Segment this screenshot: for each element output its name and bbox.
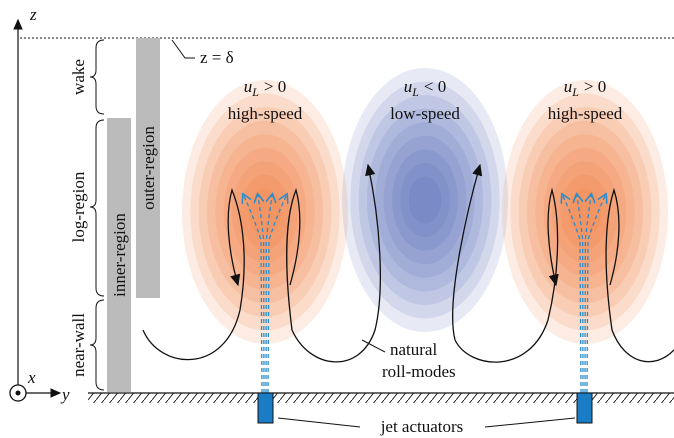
delta-label: z = δ — [200, 48, 234, 67]
blob-band — [248, 188, 282, 236]
roll-leader — [361, 339, 386, 353]
velocity-sign: uL < 0 — [404, 77, 447, 99]
relation: > 0 — [264, 77, 286, 96]
x-axis-dot — [15, 390, 21, 396]
log-label: log-region — [69, 171, 88, 242]
blob-band — [207, 120, 323, 304]
relation: > 0 — [584, 77, 606, 96]
blob-band — [190, 93, 340, 331]
blob-band — [502, 80, 668, 344]
blob-band — [223, 147, 307, 277]
blob-band — [350, 81, 500, 319]
jet-stream — [243, 195, 263, 394]
blob-band — [568, 188, 602, 236]
blob-band — [240, 174, 290, 250]
blob-band — [367, 108, 483, 292]
jet-actuator — [576, 392, 593, 424]
y-label: y — [60, 385, 70, 404]
outer-bar — [136, 38, 160, 298]
blob-band — [232, 161, 298, 263]
speed-label: high-speed — [228, 104, 303, 123]
inner-label: inner-region — [110, 213, 129, 297]
symbol: u — [404, 77, 413, 96]
roll-label-2: roll-modes — [382, 362, 456, 381]
velocity-sign: uL > 0 — [244, 77, 287, 99]
velocity-blobs — [182, 68, 668, 344]
x-label: x — [27, 368, 36, 387]
blob-band — [383, 135, 467, 265]
relation: < 0 — [424, 77, 446, 96]
subscript: L — [251, 85, 259, 99]
blob-band — [552, 161, 618, 263]
blob-band — [510, 93, 660, 331]
blob-band — [215, 134, 315, 290]
delta-leader — [171, 39, 195, 59]
subscript: L — [571, 85, 579, 99]
blob-band — [358, 95, 492, 305]
speed-label: low-speed — [390, 104, 460, 123]
near-wall-label: near-wall — [69, 313, 88, 377]
jets — [243, 195, 606, 394]
blob-band — [535, 134, 635, 290]
blob-band — [182, 80, 348, 344]
jet-stream — [586, 195, 606, 394]
jet-stream — [562, 195, 582, 394]
symbol: u — [564, 77, 573, 96]
blob-band — [392, 149, 458, 251]
roll-label-1: natural — [390, 340, 437, 359]
blob-band — [375, 122, 475, 278]
jet-label: jet actuators — [380, 417, 464, 436]
velocity-sign: uL > 0 — [564, 77, 607, 99]
jet-actuator — [257, 392, 274, 424]
outer-label: outer-region — [139, 126, 158, 210]
jet-stream — [267, 195, 287, 394]
blob-band — [198, 107, 332, 317]
symbol: u — [244, 77, 253, 96]
braces — [89, 39, 105, 391]
wake-label: wake — [69, 59, 88, 95]
wall-hatch — [88, 393, 674, 403]
blob-band — [527, 120, 643, 304]
blob-band — [400, 162, 450, 238]
blob-band — [408, 176, 442, 224]
jet-leader — [277, 417, 576, 428]
z-label: z — [29, 5, 37, 24]
roll-modes — [142, 163, 674, 363]
speed-label: high-speed — [548, 104, 623, 123]
blob-band — [342, 68, 508, 332]
inner-bar — [107, 118, 131, 392]
subscript: L — [411, 85, 419, 99]
